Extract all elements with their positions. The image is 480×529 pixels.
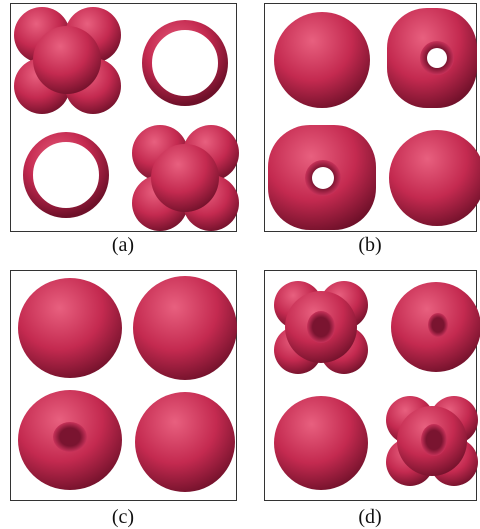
sphere bbox=[133, 276, 237, 380]
sphere bbox=[274, 12, 370, 108]
sphere bbox=[274, 396, 368, 490]
sphere bbox=[135, 392, 235, 492]
panel-label: (c) bbox=[112, 506, 134, 528]
panel-label: (a) bbox=[112, 234, 134, 256]
hollow-blob bbox=[268, 125, 376, 230]
lobed-shape bbox=[274, 281, 368, 374]
hollow-blob bbox=[387, 8, 477, 108]
dimpled-sphere bbox=[18, 390, 122, 490]
figure: (a) (b) (c) (d) bbox=[0, 0, 480, 529]
sphere bbox=[18, 278, 122, 378]
panel-label: (b) bbox=[358, 234, 381, 256]
panel-label: (d) bbox=[358, 506, 381, 528]
lobed-shape bbox=[386, 396, 478, 486]
dimpled-sphere bbox=[391, 282, 480, 372]
